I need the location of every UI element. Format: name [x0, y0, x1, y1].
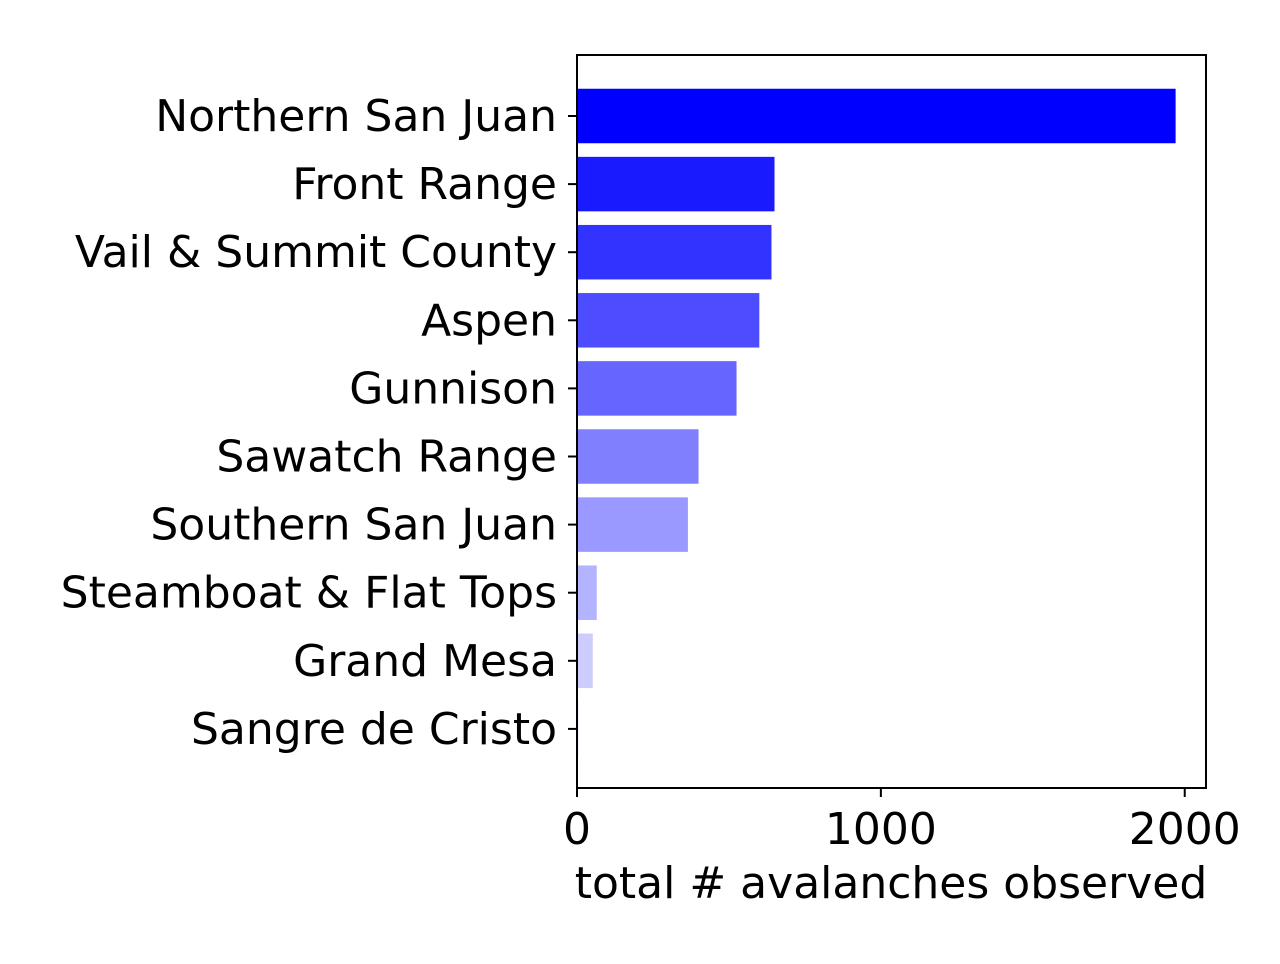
y-tick-label-gunnison: Gunnison	[349, 363, 557, 414]
bar-aspen	[577, 293, 760, 348]
x-tick-label-2000: 2000	[1129, 804, 1241, 855]
bar-front-range	[577, 156, 775, 212]
bar-southern-san-juan	[577, 497, 688, 552]
y-tick-label-aspen: Aspen	[421, 295, 557, 346]
y-axis: Northern San Juan Front Range Vail & Summi…	[61, 91, 577, 755]
x-axis-label: total # avalanches observed	[575, 858, 1208, 909]
y-tick-label-sawatch-range: Sawatch Range	[216, 432, 557, 483]
bar-grand-mesa	[577, 633, 593, 689]
y-tick-label-front-range: Front Range	[292, 159, 557, 210]
y-tick-label-sangre-de-cristo: Sangre de Cristo	[191, 704, 557, 755]
bar-sawatch-range	[577, 429, 699, 484]
y-tick-label-vail-and-summit-county: Vail & Summit County	[75, 227, 557, 278]
y-tick-label-southern-san-juan: Southern San Juan	[150, 500, 557, 551]
x-tick-label-1000: 1000	[825, 804, 937, 855]
bars-layer	[577, 88, 1176, 757]
x-axis: 0 1000 2000	[563, 788, 1241, 855]
y-tick-label-steamboat-and-flat-tops: Steamboat & Flat Tops	[61, 568, 557, 619]
bar-vail-and-summit-county	[577, 224, 772, 280]
bar-northern-san-juan	[577, 88, 1176, 144]
bar-gunnison	[577, 361, 737, 416]
bar-steamboat-and-flat-tops	[577, 565, 597, 620]
x-tick-label-0: 0	[563, 804, 591, 855]
y-tick-label-grand-mesa: Grand Mesa	[293, 636, 557, 687]
y-tick-label-northern-san-juan: Northern San Juan	[155, 91, 557, 142]
plot-frame	[576, 54, 1207, 789]
